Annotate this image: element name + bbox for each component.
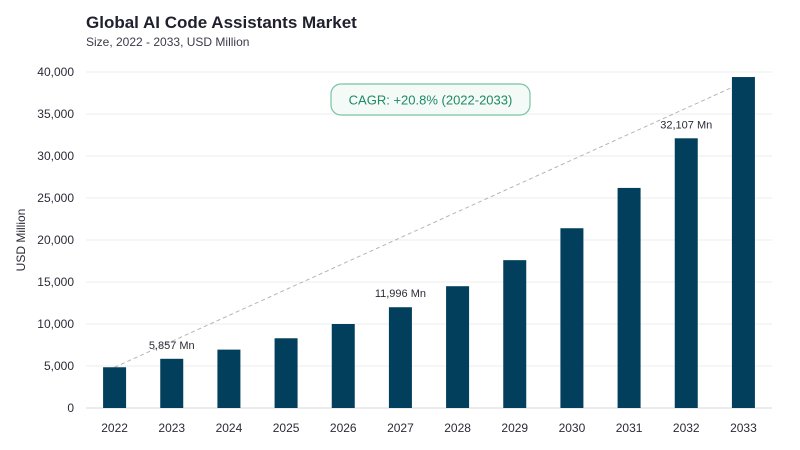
cagr-trend-line xyxy=(114,76,756,368)
chart-title: Global AI Code Assistants Market xyxy=(86,13,357,32)
data-label: 11,996 Mn xyxy=(375,288,426,300)
bar-2025 xyxy=(274,338,298,408)
x-tick-label: 2033 xyxy=(730,421,757,435)
cagr-badge: CAGR: +20.8% (2022-2033) xyxy=(330,83,531,116)
y-tick-label: 20,000 xyxy=(37,233,74,247)
data-label: 32,107 Mn xyxy=(660,119,712,131)
chart-subtitle: Size, 2022 - 2033, USD Million xyxy=(86,35,250,49)
y-tick-label: 10,000 xyxy=(37,317,74,331)
bar-2027 xyxy=(388,307,412,408)
data-labels: 5,857 Mn 11,996 Mn 32,107 Mn xyxy=(149,119,712,352)
y-tick-label: 5,000 xyxy=(44,359,74,373)
y-tick-label: 0 xyxy=(67,401,74,415)
x-tick-label: 2032 xyxy=(673,421,700,435)
bar-2026 xyxy=(331,324,355,408)
bar-2033 xyxy=(731,77,755,408)
x-tick-label: 2023 xyxy=(158,421,185,435)
data-label: 5,857 Mn xyxy=(149,340,195,352)
bar-2031 xyxy=(617,187,641,408)
bar-2022 xyxy=(103,367,127,408)
y-axis-label: USD Million xyxy=(14,209,28,272)
x-tick-label: 2025 xyxy=(273,421,300,435)
cagr-badge-label: CAGR: +20.8% (2022-2033) xyxy=(349,93,513,108)
bar-2030 xyxy=(560,228,584,408)
x-tick-label: 2027 xyxy=(387,421,414,435)
y-tick-label: 35,000 xyxy=(37,107,74,121)
bar-2023 xyxy=(160,358,184,408)
x-tick-label: 2022 xyxy=(101,421,128,435)
y-tick-label: 15,000 xyxy=(37,275,74,289)
x-tick-label: 2031 xyxy=(616,421,643,435)
y-tick-label: 25,000 xyxy=(37,191,74,205)
x-tick-label: 2028 xyxy=(444,421,471,435)
trend-line-group xyxy=(114,76,756,368)
bar-2032 xyxy=(674,138,698,408)
x-tick-label: 2029 xyxy=(501,421,528,435)
x-tick-label: 2026 xyxy=(330,421,357,435)
bars xyxy=(103,77,755,408)
x-tick-label: 2024 xyxy=(216,421,243,435)
bar-2029 xyxy=(503,260,527,408)
x-axis: 2022 2023 2024 2025 2026 2027 2028 2029 2030 2031… xyxy=(101,421,757,435)
x-tick-label: 2030 xyxy=(559,421,586,435)
y-axis: 0 5,000 10,000 15,000 20,000 25,000 30,000 35,0… xyxy=(37,65,74,415)
bar-2028 xyxy=(446,286,470,408)
cagr-badge-box xyxy=(330,83,531,116)
y-tick-label: 40,000 xyxy=(37,65,74,79)
y-tick-label: 30,000 xyxy=(37,149,74,163)
bar-2024 xyxy=(217,349,241,408)
